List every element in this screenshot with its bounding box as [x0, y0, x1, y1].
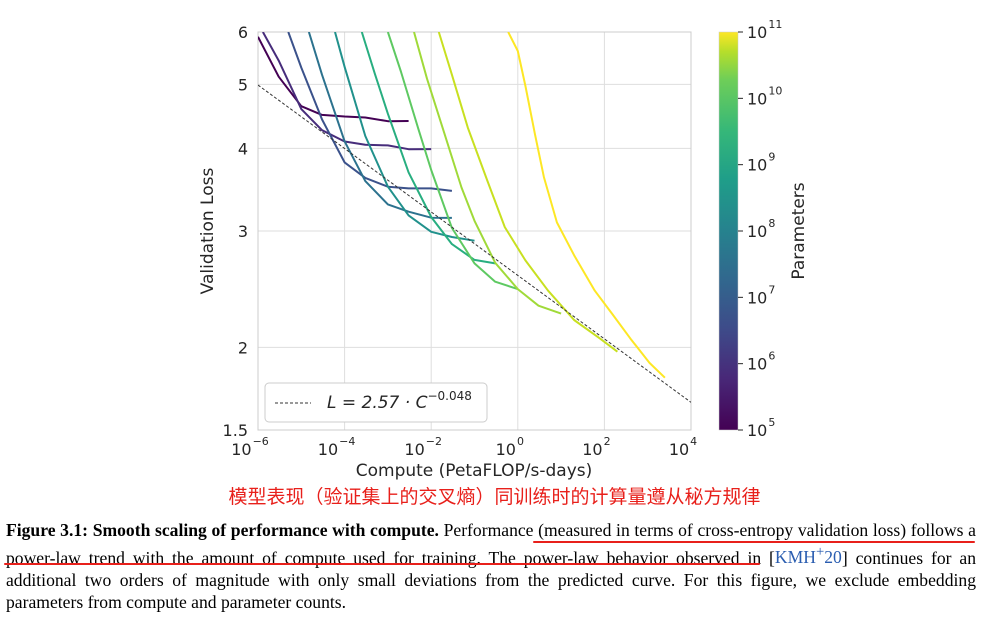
series-line — [437, 32, 619, 353]
series-line — [334, 32, 475, 242]
series-line — [307, 32, 452, 219]
legend-box — [264, 382, 488, 423]
y-tick-label: 6 — [238, 23, 248, 42]
series-line — [386, 32, 519, 291]
x-tick-label: 104 — [669, 435, 697, 459]
y-tick-label: 1.5 — [223, 421, 248, 440]
colorbar-label: Parameters — [789, 182, 809, 279]
caption-sentence-2-post: ] continues for an additional two orders… — [6, 547, 976, 613]
fit-line-group — [258, 84, 691, 403]
series-line — [413, 32, 562, 315]
y-tick-label: 4 — [238, 139, 248, 158]
legend-label: L = 2.57 · C−0.048 — [327, 389, 472, 413]
colorbar-tick-label: 1011 — [747, 18, 782, 42]
colorbar — [718, 31, 739, 431]
series-line — [287, 32, 453, 192]
colorbar-tick-label: 106 — [747, 350, 775, 374]
caption-sentence-1: Performance (measured in terms of cross-… — [6, 520, 976, 568]
series-group — [258, 32, 666, 379]
caption-sentence-2-pre: The power-law behavior observed in [ — [488, 547, 775, 568]
colorbar-tick-label: 108 — [747, 217, 775, 241]
chinese-annotation: 模型表现（验证集上的交叉熵）同训练时的计算量遵从秘方规律 — [228, 486, 761, 508]
x-axis-label: Compute (PetaFLOP/s-days) — [356, 461, 593, 480]
x-tick-label: 10−4 — [318, 435, 356, 459]
red-underline-2 — [4, 563, 760, 565]
series-line — [258, 36, 409, 123]
series-line — [507, 32, 666, 379]
citation-link[interactable]: KMH+20 — [774, 544, 842, 568]
figure-caption: Figure 3.1: Smooth scaling of performanc… — [6, 519, 976, 614]
colorbar-tick-label: 105 — [747, 416, 775, 440]
y-tick-label: 5 — [238, 75, 248, 94]
grid-lines — [257, 31, 692, 431]
scaling-chart: 1.5 2 3 4 5 6 10−6 10−4 10−2 100 102 104 Validatio… — [198, 18, 809, 480]
power-law-fit-line — [258, 84, 691, 403]
x-tick-label: 102 — [582, 435, 610, 459]
x-tick-label: 100 — [496, 435, 524, 459]
caption-bold-title: Smooth scaling of performance with compu… — [92, 520, 439, 540]
y-tick-label: 2 — [238, 338, 248, 357]
x-tick-label: 10−6 — [231, 435, 269, 459]
red-underline-1 — [533, 541, 975, 543]
colorbar-ticks: 105 106 107 108 109 1010 1011 — [738, 18, 782, 440]
colorbar-tick-label: 1010 — [747, 84, 782, 108]
colorbar-tick-label: 109 — [747, 151, 775, 175]
x-tick-labels: 10−6 10−4 10−2 100 102 104 — [231, 435, 697, 459]
y-tick-label: 3 — [238, 222, 248, 241]
x-tick-label: 10−2 — [404, 435, 442, 459]
colorbar-tick-label: 107 — [747, 283, 775, 307]
y-tick-labels: 1.5 2 3 4 5 6 — [223, 23, 248, 440]
y-axis-label: Validation Loss — [198, 168, 218, 295]
plot-frame — [257, 31, 692, 431]
caption-figure-label: Figure 3.1: — [6, 520, 89, 540]
legend: L = 2.57 · C−0.048 — [264, 382, 488, 423]
